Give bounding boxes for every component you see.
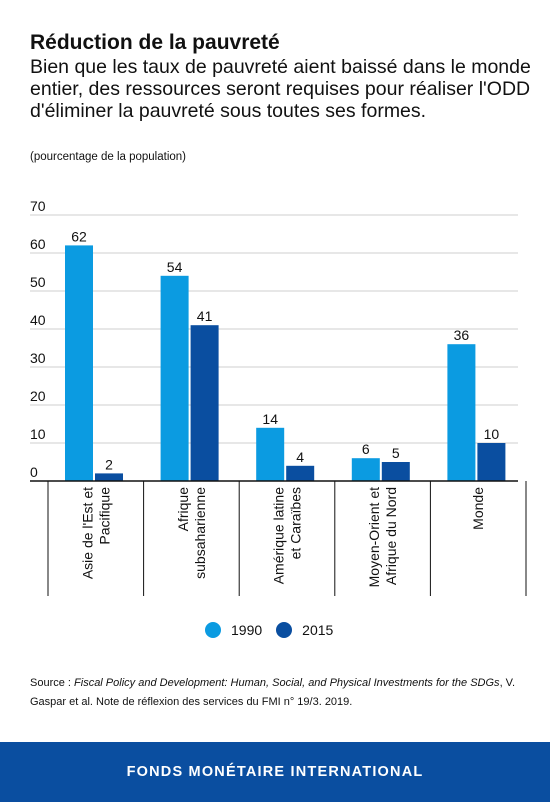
category-label: Monde: [470, 487, 486, 530]
legend-swatch-2015: [276, 622, 293, 638]
y-tick-label: 0: [30, 464, 38, 480]
y-tick-label: 20: [30, 388, 46, 404]
bar-2015-2: [286, 465, 315, 481]
data-label: 2: [105, 456, 113, 472]
data-label: 6: [362, 441, 370, 457]
data-label: 54: [167, 259, 183, 275]
footer-banner: FONDS MONÉTAIRE INTERNATIONAL: [0, 742, 550, 802]
y-tick-label: 10: [30, 426, 46, 442]
y-tick-label: 40: [30, 312, 46, 328]
bar-2015-1: [190, 325, 219, 481]
legend-label-2015: 2015: [302, 622, 334, 638]
source-prefix: Source :: [30, 677, 75, 689]
chart-subtitle: Bien que les taux de pauvreté aient bais…: [30, 56, 531, 122]
category-label: Amérique latineet Caraïbes: [271, 487, 304, 584]
bar-2015-4: [477, 443, 506, 481]
unit-note: (pourcentage de la population): [30, 151, 187, 163]
bar-2015-0: [95, 473, 123, 481]
source-note: Source : Fiscal Policy and Development: …: [30, 674, 525, 712]
category-label-line: subsaharienne: [192, 487, 208, 579]
category-label: Afriquesubsaharienne: [175, 487, 208, 579]
category-label-line: Pacifique: [96, 487, 112, 545]
legend-label-1990: 1990: [231, 622, 263, 638]
data-label: 62: [71, 228, 87, 244]
category-label-line: Amérique latine: [271, 487, 287, 584]
category-label: Moyen-Orient etAfrique du Nord: [366, 487, 399, 587]
bar-2015-3: [381, 462, 410, 481]
bar-1990-1: [160, 275, 189, 481]
source-rest: , V. Gaspar et al. Note de réflexion des…: [30, 677, 516, 708]
footer-text: FONDS MONÉTAIRE INTERNATIONAL: [126, 764, 424, 780]
data-label: 5: [392, 445, 400, 461]
category-label-line: Afrique du Nord: [383, 487, 399, 585]
legend-item-1990: 1990: [205, 622, 262, 638]
bar-1990-2: [256, 427, 285, 481]
category-label: Asie de l'Est etPacifique: [79, 487, 112, 579]
legend-swatch-1990: [205, 622, 221, 638]
data-label: 41: [197, 308, 213, 324]
data-label: 4: [296, 449, 304, 465]
bar-1990-3: [351, 458, 380, 481]
y-tick-label: 30: [30, 350, 46, 366]
y-tick-label: 70: [30, 198, 46, 214]
category-label-line: Moyen-Orient et: [366, 487, 382, 587]
bar-1990-0: [65, 245, 93, 481]
source-title: Fiscal Policy and Development: Human, So…: [74, 677, 500, 689]
chart-title: Réduction de la pauvreté: [30, 31, 280, 54]
legend: 1990 2015: [205, 622, 347, 638]
category-label-line: Afrique: [175, 487, 191, 532]
category-label-line: Asie de l'Est et: [79, 487, 95, 579]
category-label-line: Monde: [470, 487, 486, 530]
data-label: 10: [484, 426, 500, 442]
bar-1990-4: [447, 344, 476, 481]
data-label: 14: [262, 411, 278, 427]
y-tick-label: 60: [30, 236, 46, 252]
category-label-line: et Caraïbes: [288, 487, 304, 559]
y-tick-label: 50: [30, 274, 46, 290]
legend-item-2015: 2015: [276, 622, 333, 638]
bar-chart: 0 10 20 30 40 50 60 70 62 54 14 6 36 2 41 4 5 10 Asie de l…: [30, 198, 527, 596]
data-label: 36: [454, 327, 470, 343]
